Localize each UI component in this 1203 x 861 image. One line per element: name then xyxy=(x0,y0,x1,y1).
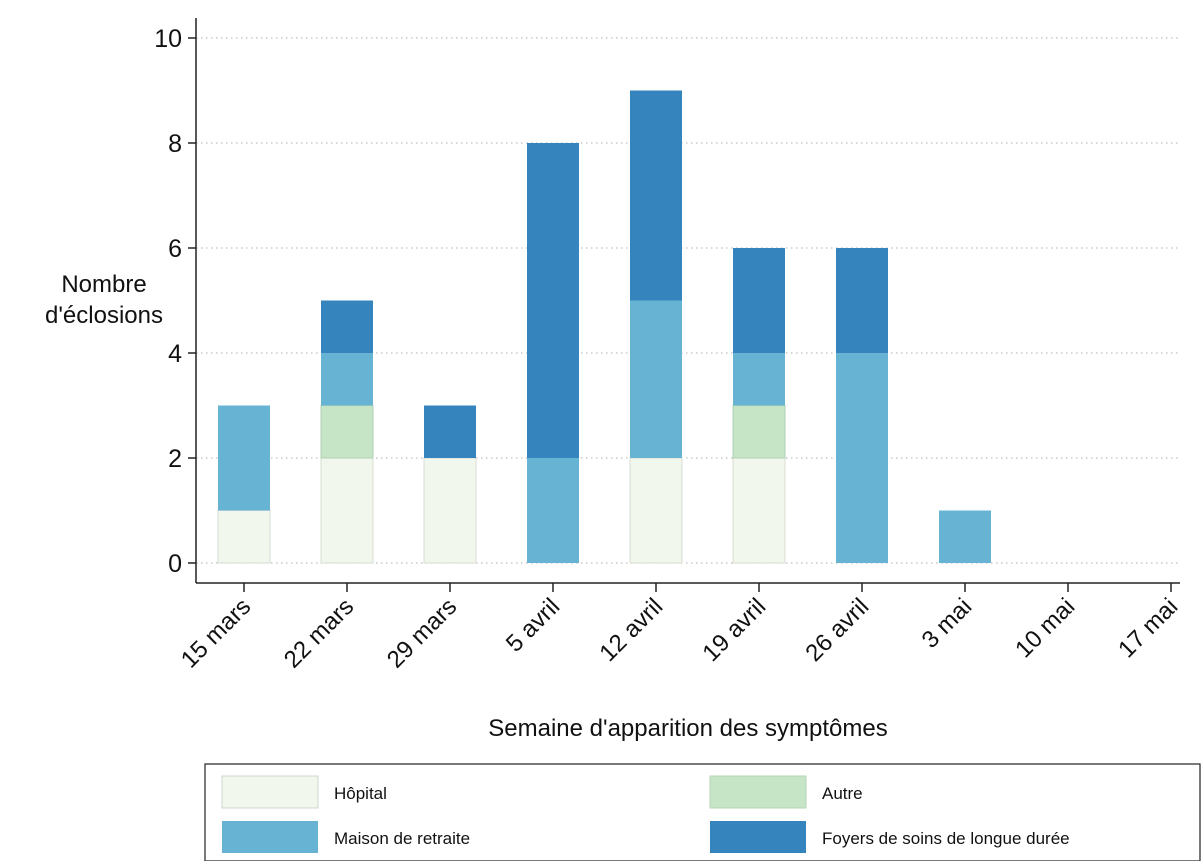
y-tick-label: 0 xyxy=(168,550,182,578)
bar-segment-foyers-de-soins-de-longue-duree-5-avril xyxy=(527,143,579,458)
axes xyxy=(195,18,1180,584)
bar-stacks xyxy=(217,90,991,564)
legend-label-hopital: Hôpital xyxy=(334,784,387,803)
bar-segment-maison-de-retraite-15-mars xyxy=(218,405,270,511)
bar-segment-hopital-29-mars xyxy=(423,457,477,564)
legend-label-maison-de-retraite: Maison de retraite xyxy=(334,829,470,848)
legend-label-foyers-de-soins: Foyers de soins de longue durée xyxy=(822,829,1070,848)
bar-segment-maison-de-retraite-26-avril xyxy=(836,353,888,563)
x-ticks: 15 mars 22 mars 29 mars 5 avril 12 avril 19 a… xyxy=(176,583,1183,674)
bar-segment-foyers-de-soins-de-longue-duree-22-mars xyxy=(321,300,373,353)
y-axis-label-line-2: d'éclosions xyxy=(45,302,163,329)
y-tick-label: 8 xyxy=(168,130,182,158)
bar-segment-foyers-de-soins-de-longue-duree-19-avril xyxy=(733,248,785,353)
x-tick-label: 19 avril xyxy=(697,593,771,667)
y-ticks: 0 2 4 6 8 10 xyxy=(154,25,196,578)
x-tick-label: 10 mai xyxy=(1010,593,1080,663)
legend-item-maison-de-retraite: Maison de retraite xyxy=(222,821,470,853)
legend-label-autre: Autre xyxy=(822,784,863,803)
x-axis-label: Semaine d'apparition des symptômes xyxy=(488,715,887,742)
bar-segment-maison-de-retraite-12-avril xyxy=(630,300,682,458)
bar-segment-maison-de-retraite-5-avril xyxy=(527,458,579,563)
x-tick-label: 17 mai xyxy=(1113,593,1183,663)
x-tick-label: 5 avril xyxy=(501,593,565,657)
gridlines xyxy=(196,37,1180,564)
x-tick-label: 15 mars xyxy=(176,593,256,673)
legend-swatch-maison-de-retraite xyxy=(222,821,318,853)
legend-item-autre: Autre xyxy=(709,775,863,809)
x-tick-label: 29 mars xyxy=(382,593,462,673)
bar-segment-hopital-12-avril xyxy=(629,457,683,564)
y-tick-label: 6 xyxy=(168,235,182,263)
legend-item-foyers-de-soins: Foyers de soins de longue durée xyxy=(710,821,1070,853)
bar-segment-autre-22-mars xyxy=(320,405,374,459)
bar-segment-foyers-de-soins-de-longue-duree-26-avril xyxy=(836,248,888,353)
y-tick-label: 4 xyxy=(168,340,182,368)
bar-segment-hopital-22-mars xyxy=(320,457,374,564)
bar-segment-foyers-de-soins-de-longue-duree-29-mars xyxy=(424,405,476,458)
bar-segment-autre-19-avril xyxy=(732,405,786,459)
bar-segment-foyers-de-soins-de-longue-duree-12-avril xyxy=(630,90,682,301)
legend-swatch-foyers-de-soins xyxy=(710,821,806,853)
legend-item-hopital: Hôpital xyxy=(221,775,387,809)
legend-swatch-hopital xyxy=(221,775,319,809)
legend-swatch-autre xyxy=(709,775,807,809)
bar-segment-hopital-15-mars xyxy=(217,510,271,564)
legend-frame xyxy=(204,763,1201,861)
legend: Hôpital Autre Maison de retraite Foyers … xyxy=(204,763,1201,861)
y-tick-label: 10 xyxy=(154,25,182,53)
bar-segment-maison-de-retraite-3-mai xyxy=(939,510,991,563)
y-axis-label-line-1: Nombre xyxy=(61,271,146,298)
x-tick-label: 22 mars xyxy=(279,593,359,673)
x-tick-label: 3 mai xyxy=(917,593,978,654)
bar-segment-hopital-19-avril xyxy=(732,457,786,564)
x-tick-label: 12 avril xyxy=(594,593,668,667)
bar-segment-maison-de-retraite-22-mars xyxy=(321,353,373,406)
x-tick-label: 26 avril xyxy=(800,593,874,667)
bar-segment-maison-de-retraite-19-avril xyxy=(733,353,785,406)
y-tick-label: 2 xyxy=(168,445,182,473)
